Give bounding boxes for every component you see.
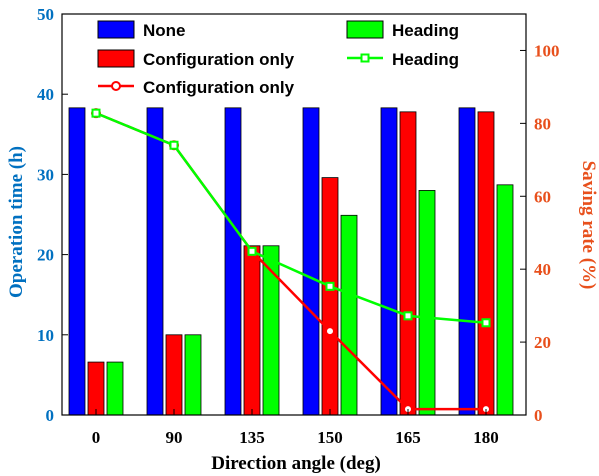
bar-configuration-only-90: [165, 334, 183, 416]
x-tick-label-150: 150: [317, 428, 343, 447]
right-axis-title: Saving rate (%): [578, 161, 599, 290]
legend-marker-heading: [360, 53, 370, 63]
right-tick-label-80: 80: [534, 114, 551, 133]
left-tick-label-10: 10: [37, 326, 54, 345]
x-tick-label-165: 165: [395, 428, 421, 447]
bar-heading-180: [496, 184, 514, 416]
point-heading-150: [325, 281, 335, 291]
right-tick-label-100: 100: [534, 41, 560, 60]
bar-configuration-only-165: [399, 111, 417, 416]
bar-heading-90: [184, 334, 202, 416]
bar-configuration-only-150: [321, 177, 339, 416]
legend-label-none: None: [143, 21, 186, 40]
legend-label-line-heading: Heading: [392, 50, 459, 69]
bars-layer: [68, 107, 514, 416]
bar-none-90: [146, 107, 164, 416]
bar-none-0: [68, 107, 86, 416]
x-tick-label-135: 135: [239, 428, 265, 447]
left-tick-label-0: 0: [46, 406, 55, 425]
bar-heading-0: [106, 361, 124, 416]
left-tick-label-40: 40: [37, 85, 54, 104]
point-heading-0: [91, 108, 101, 118]
bar-configuration-only-135: [243, 245, 261, 416]
bar-configuration-only-180: [477, 111, 495, 416]
right-tick-label-40: 40: [534, 260, 551, 279]
right-tick-label-60: 60: [534, 187, 551, 206]
bar-configuration-only-0: [87, 361, 105, 416]
plot-frame: [61, 13, 527, 416]
right-tick-label-0: 0: [534, 406, 543, 425]
left-tick-label-50: 50: [37, 5, 54, 24]
legend-label-heading: Heading: [392, 21, 459, 40]
legend-swatch-none: [97, 20, 135, 39]
right-tick-label-20: 20: [534, 333, 551, 352]
left-tick-label-30: 30: [37, 165, 54, 184]
line-heading: [95, 112, 487, 325]
bar-none-150: [302, 107, 320, 416]
legend-label-line-configuration-only: Configuration only: [143, 78, 295, 97]
point-heading-90: [169, 140, 179, 150]
lines-layer: [91, 108, 491, 415]
legend-label-configuration-only: Configuration only: [143, 50, 295, 69]
point-heading-180: [481, 318, 491, 328]
bar-none-165: [380, 107, 398, 416]
bar-none-180: [458, 107, 476, 416]
bar-heading-165: [418, 190, 436, 416]
x-tick-label-0: 0: [92, 428, 101, 447]
legend-swatch-configuration-only: [97, 49, 135, 68]
bar-heading-150: [340, 214, 358, 416]
x-tick-label-90: 90: [166, 428, 183, 447]
x-tick-label-180: 180: [473, 428, 499, 447]
ticks-layer: 0 10 20 30 40 50 0 20 40 60 80 100 0 90 135 150 165 180: [37, 5, 560, 447]
legend-marker-configuration-only: [111, 81, 121, 91]
left-axis-title: Operation time (h): [6, 146, 27, 298]
legend: None Configuration only Configuration on…: [97, 20, 459, 97]
point-heading-165: [403, 311, 413, 321]
point-heading-135: [247, 246, 257, 256]
left-tick-label-20: 20: [37, 246, 54, 265]
bar-none-135: [224, 107, 242, 416]
x-axis-title: Direction angle (deg): [211, 453, 381, 474]
point-configuration-only-150: [325, 326, 335, 337]
legend-swatch-heading: [346, 20, 384, 39]
